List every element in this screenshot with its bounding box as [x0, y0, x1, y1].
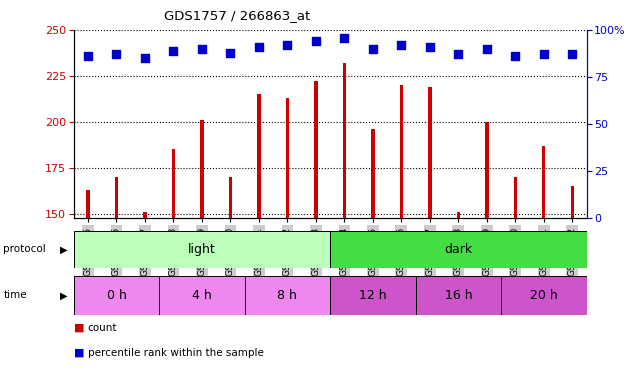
Point [368, 46, 378, 52]
Point [453, 51, 463, 57]
Bar [542, 146, 545, 218]
Point [538, 51, 549, 57]
Bar [415, 276, 501, 315]
Bar [87, 190, 90, 217]
Point [169, 48, 179, 54]
Point [83, 53, 93, 59]
Bar [200, 120, 204, 218]
Bar [330, 231, 587, 268]
Text: 12 h: 12 h [359, 289, 387, 302]
Bar [74, 231, 330, 268]
Bar [143, 212, 147, 217]
Bar [115, 177, 118, 218]
Bar [172, 150, 175, 217]
Point [254, 44, 264, 50]
Bar [513, 177, 517, 218]
Text: ▶: ▶ [60, 244, 67, 254]
Bar [371, 129, 374, 218]
Point [339, 34, 349, 40]
Text: GDS1757 / 266863_at: GDS1757 / 266863_at [164, 9, 310, 22]
Point [197, 46, 207, 52]
Bar [428, 87, 431, 218]
Text: time: time [3, 290, 27, 300]
Bar [229, 177, 232, 218]
Bar [485, 122, 488, 218]
Bar [343, 63, 346, 217]
Text: 20 h: 20 h [530, 289, 558, 302]
Bar [501, 276, 587, 315]
Bar [257, 94, 261, 218]
Point [567, 51, 578, 57]
Point [140, 55, 150, 61]
Text: protocol: protocol [3, 244, 46, 254]
Bar [159, 276, 245, 315]
Bar [456, 212, 460, 217]
Point [481, 46, 492, 52]
Bar [570, 186, 574, 218]
Point [225, 50, 235, 55]
Text: 8 h: 8 h [278, 289, 297, 302]
Bar [330, 276, 415, 315]
Text: light: light [188, 243, 216, 256]
Text: 0 h: 0 h [106, 289, 126, 302]
Text: ▶: ▶ [60, 290, 67, 300]
Text: 4 h: 4 h [192, 289, 212, 302]
Bar [399, 85, 403, 218]
Bar [314, 81, 317, 218]
Bar [245, 276, 330, 315]
Point [112, 51, 122, 57]
Text: count: count [88, 323, 117, 333]
Text: dark: dark [444, 243, 472, 256]
Point [282, 42, 292, 48]
Point [425, 44, 435, 50]
Point [510, 53, 520, 59]
Bar [286, 98, 289, 218]
Bar [74, 276, 159, 315]
Text: ■: ■ [74, 348, 84, 357]
Point [311, 38, 321, 44]
Text: 16 h: 16 h [444, 289, 472, 302]
Point [396, 42, 406, 48]
Text: percentile rank within the sample: percentile rank within the sample [88, 348, 263, 357]
Text: ■: ■ [74, 323, 84, 333]
